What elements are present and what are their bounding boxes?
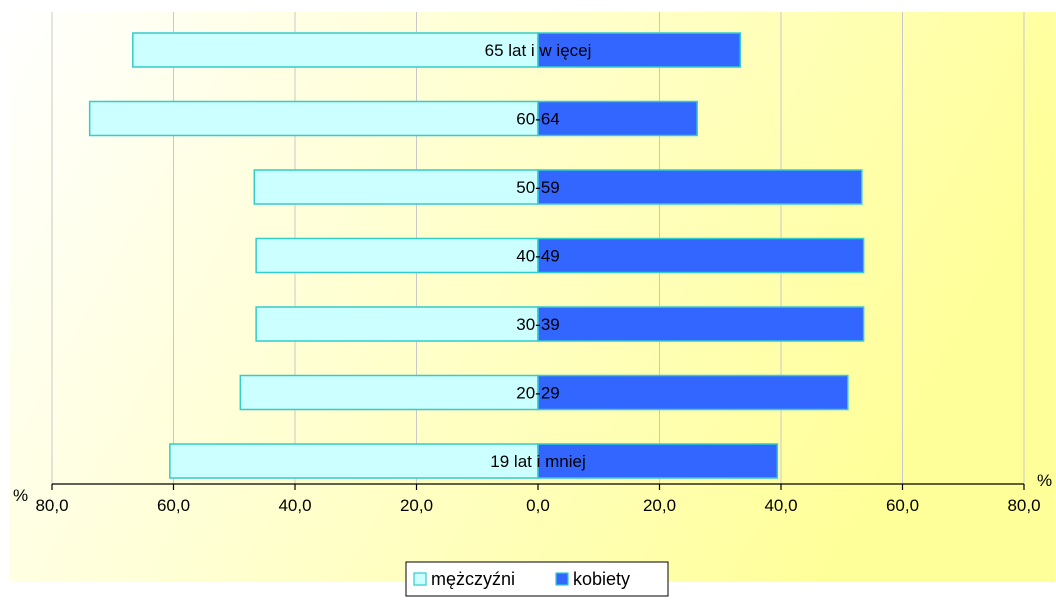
legend-box [405,561,669,597]
category-label: 30-39 [516,315,559,334]
x-tick-label: 20,0 [400,496,433,515]
x-unit-label-left: % [13,486,28,505]
bar-men [253,169,539,205]
bar-women [537,169,863,205]
bar-women [537,443,779,479]
x-tick-label: 0,0 [526,496,550,515]
bars [88,32,865,479]
legend-swatch-men [413,572,427,586]
legend-label-men: mężczyźni [431,569,515,589]
bar-men [255,306,539,342]
category-label: 50-59 [516,178,559,197]
bar-men [239,374,539,411]
x-unit-label-right: % [1037,471,1052,490]
bar-women [537,306,865,342]
category-labels: 65 lat i w ięcej 60-64 50-59 40-49 30-39 20-2… [485,41,592,471]
bar-women [537,237,865,274]
legend: mężczyźni kobiety [405,561,669,597]
bar-men [88,100,539,137]
x-tick-label: 40,0 [764,496,797,515]
x-tick-label: 80,0 [35,496,68,515]
bar-women [537,374,849,411]
bar-women [537,32,742,68]
legend-label-women: kobiety [573,569,630,589]
x-tick-label: 60,0 [157,496,190,515]
bar-men [255,237,539,274]
category-label: 65 lat i w ięcej [485,41,592,60]
x-tick-label: 20,0 [643,496,676,515]
legend-swatch-women [555,572,569,586]
bar-men [169,443,539,479]
x-tick-label: 40,0 [278,496,311,515]
x-tick-label: 60,0 [886,496,919,515]
x-axis: 80,0 60,0 40,0 20,0 0,0 20,0 40,0 60,0 80,0%% [13,471,1052,515]
category-label: 19 lat i mniej [490,452,585,471]
bar-men [132,32,539,68]
category-label: 40-49 [516,247,559,266]
category-label: 20-29 [516,384,559,403]
category-label: 60-64 [516,110,559,129]
bar-women [537,100,698,137]
x-tick-label: 80,0 [1007,496,1040,515]
